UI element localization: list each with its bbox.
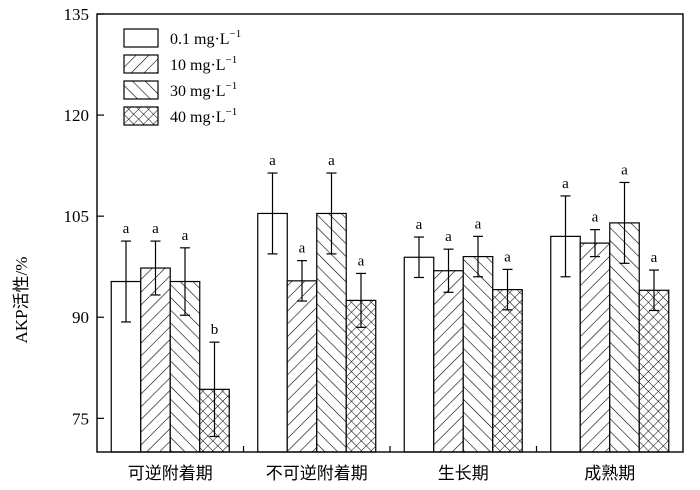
legend-label: 0.1 mg·L−1 [170,28,241,48]
y-axis-label: AKP活性/% [12,257,31,344]
y-tick-label: 120 [64,106,90,125]
x-tick-label: 成熟期 [584,463,635,484]
significance-label: a [621,162,628,178]
legend-label: 40 mg·L−1 [170,106,237,126]
significance-label: a [562,176,569,192]
significance-label: a [475,216,482,232]
legend-label: 30 mg·L−1 [170,80,237,100]
y-tick-label: 90 [72,308,89,327]
bar [492,289,523,453]
legend-swatch [123,54,159,74]
legend: 0.1 mg·L−1 10 mg·L−1 30 mg·L−1 40 mg·L−1 [123,28,241,126]
axis-layer: 可逆附着期 不可逆附着期 生长期 成熟期 75 90 105 120 135 [64,5,684,484]
x-tick-label: 可逆附着期 [128,464,213,484]
y-tick-label: 75 [72,409,89,428]
plot-frame [96,13,684,453]
significance-label: a [123,221,130,237]
legend-swatch [123,28,159,48]
bar [286,280,318,453]
significance-label: a [269,153,276,169]
significance-label: a [358,253,365,269]
significance-label: a [504,249,511,265]
significance-label: b [211,322,219,338]
bar [638,289,670,453]
legend-label: 10 mg·L−1 [170,54,237,74]
y-tick-label: 105 [64,207,90,226]
bar [579,242,611,453]
bar [462,255,494,453]
significance-label: a [445,229,452,245]
significance-label: a [651,250,658,266]
bars-layer: a a a b a a a a a a a a a a a a [110,153,670,453]
y-tick-label: 135 [64,5,90,24]
significance-label: a [328,153,335,169]
legend-swatch [123,106,159,126]
bar [433,270,464,453]
bar [140,267,171,453]
legend-swatch [123,80,159,100]
significance-label: a [592,210,599,226]
significance-label: a [416,217,423,233]
bar [403,256,435,453]
significance-label: a [182,228,189,244]
x-tick-label: 不可逆附着期 [266,464,368,484]
significance-label: a [152,221,159,237]
significance-label: a [299,241,306,257]
x-tick-label: 生长期 [438,464,489,484]
